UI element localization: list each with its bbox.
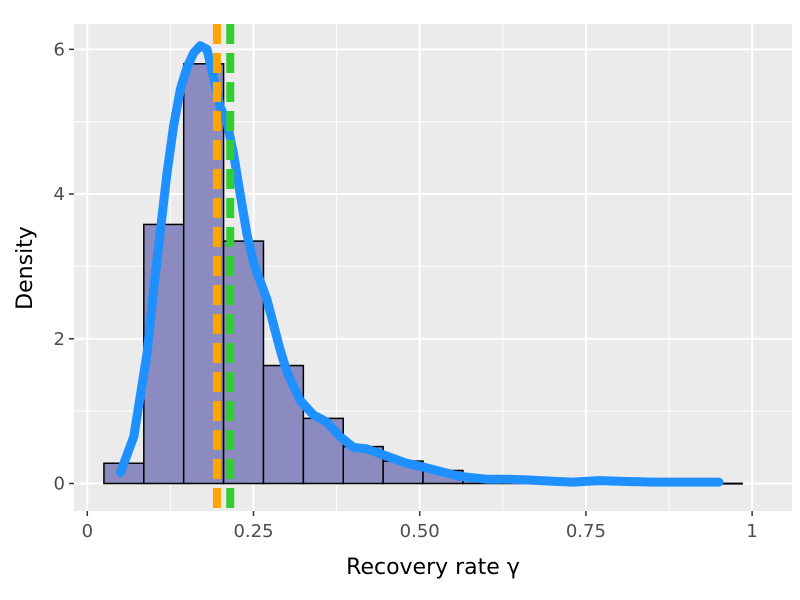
x-tick-label: 0 [82, 521, 93, 542]
reference-lines [212, 24, 235, 511]
y-tick-label: 0 [54, 474, 65, 495]
density-curve-group [116, 41, 724, 487]
x-axis-title: Recovery rate γ [346, 555, 520, 580]
x-tick-label: 0.50 [400, 521, 440, 542]
x-tick-label: 0.25 [233, 521, 273, 542]
minor-grid [74, 24, 792, 511]
y-axis-title: Density [13, 226, 38, 310]
density-curve [116, 41, 724, 487]
x-tick-label: 1 [746, 521, 757, 542]
y-tick-label: 6 [54, 39, 65, 60]
y-tick-label: 2 [54, 329, 65, 350]
histogram-bar [262, 364, 305, 485]
y-tick-label: 4 [54, 184, 65, 205]
x-tick-label: 0.75 [566, 521, 606, 542]
axes: 0 0.25 0.50 0.75 1 0 2 4 6 [54, 39, 758, 542]
